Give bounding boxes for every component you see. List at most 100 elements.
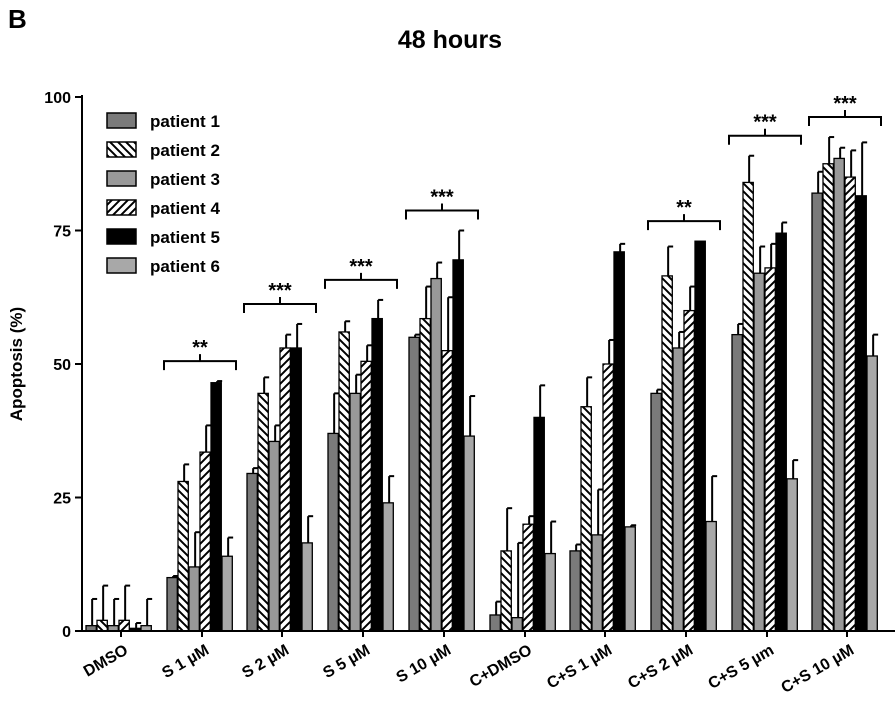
- legend-swatch: [106, 112, 137, 129]
- x-tick-label: S 10 µM: [394, 642, 454, 687]
- bar: [672, 347, 684, 632]
- legend-label: patient 4: [150, 199, 220, 218]
- bar: [511, 617, 523, 632]
- significance-stars: **: [676, 197, 692, 219]
- bar: [775, 232, 787, 632]
- x-tick-label: S 5 µM: [320, 642, 373, 682]
- bar: [683, 309, 695, 632]
- legend-label: patient 1: [150, 112, 220, 131]
- bar: [360, 360, 372, 632]
- legend-swatch: [106, 170, 137, 187]
- bar: [96, 619, 108, 632]
- x-tick-label: DMSO: [81, 642, 131, 681]
- bar: [855, 195, 867, 632]
- y-tick-label: 25: [53, 491, 71, 508]
- significance-stars: ***: [349, 256, 373, 278]
- bar: [844, 176, 856, 632]
- bar: [522, 523, 534, 632]
- bar: [279, 347, 291, 632]
- y-tick-label: 75: [53, 224, 71, 241]
- bar: [580, 406, 592, 632]
- bar: [694, 240, 706, 632]
- significance-stars: ***: [833, 93, 857, 115]
- significance-stars: **: [192, 337, 208, 359]
- bar: [833, 157, 845, 632]
- x-tick-label: C+S 1 µM: [544, 642, 615, 693]
- bar: [866, 355, 878, 632]
- bar: [257, 392, 269, 632]
- bar: [661, 275, 673, 632]
- bar: [602, 363, 614, 632]
- bar: [569, 550, 581, 632]
- significance-stars: ***: [753, 112, 777, 134]
- bar: [290, 347, 302, 632]
- bar: [430, 277, 442, 632]
- bar: [268, 440, 280, 632]
- y-tick-label: 50: [53, 357, 71, 374]
- bar: [338, 331, 350, 632]
- legend-label: patient 3: [150, 170, 220, 189]
- y-axis-label: Apoptosis (%): [7, 307, 26, 421]
- y-tick-label: 0: [62, 624, 71, 641]
- bar: [210, 382, 222, 632]
- bar: [199, 451, 211, 632]
- significance-bracket: [324, 272, 398, 289]
- bar: [742, 181, 754, 632]
- x-tick-label: S 2 µM: [239, 642, 292, 682]
- bar: [811, 192, 823, 632]
- bar: [591, 534, 603, 632]
- bar: [349, 392, 361, 632]
- legend-swatch: [106, 141, 137, 158]
- bar: [705, 520, 717, 632]
- x-tick-label: S 1 µM: [159, 642, 212, 682]
- bar: [327, 432, 339, 632]
- x-tick-label: C+S 5 µm: [705, 642, 777, 693]
- significance-bracket: [243, 296, 317, 313]
- bar: [118, 619, 130, 632]
- bar: [177, 480, 189, 632]
- significance-bracket: [163, 354, 237, 371]
- chart-title: 48 hours: [398, 26, 502, 54]
- bar: [489, 614, 501, 632]
- bar: [764, 267, 776, 632]
- legend-label: patient 2: [150, 141, 220, 160]
- bar: [650, 392, 662, 632]
- bar: [382, 502, 394, 632]
- bar: [463, 435, 475, 632]
- bar: [441, 349, 453, 632]
- bar: [822, 163, 834, 632]
- significance-bracket: [728, 128, 802, 145]
- bar: [166, 576, 178, 632]
- bar: [452, 259, 464, 632]
- significance-stars: ***: [268, 280, 292, 302]
- bar: [613, 251, 625, 632]
- significance-bracket: [405, 203, 479, 220]
- legend-swatch: [106, 257, 137, 274]
- significance-bracket: [808, 110, 882, 127]
- legend-label: patient 5: [150, 228, 220, 247]
- bar: [786, 478, 798, 632]
- legend-swatch: [106, 228, 137, 245]
- bar: [753, 272, 765, 632]
- bar: [624, 526, 636, 632]
- bar: [731, 333, 743, 632]
- x-tick-label: C+DMSO: [467, 642, 535, 691]
- y-tick-label: 100: [44, 90, 71, 107]
- significance-stars: ***: [430, 187, 454, 209]
- bar: [301, 542, 313, 632]
- bar: [246, 472, 258, 632]
- bar: [533, 416, 545, 632]
- x-tick-label: C+S 2 µM: [625, 642, 696, 693]
- bar: [500, 550, 512, 632]
- bar: [419, 317, 431, 632]
- bar: [221, 555, 233, 632]
- significance-bracket: [647, 214, 721, 231]
- x-tick-label: C+S 10 µM: [779, 642, 857, 697]
- bar: [371, 317, 383, 632]
- panel-letter: B: [8, 4, 27, 34]
- legend-swatch: [106, 199, 137, 216]
- legend-label: patient 6: [150, 257, 220, 276]
- bar: [544, 552, 556, 632]
- bar: [188, 566, 200, 632]
